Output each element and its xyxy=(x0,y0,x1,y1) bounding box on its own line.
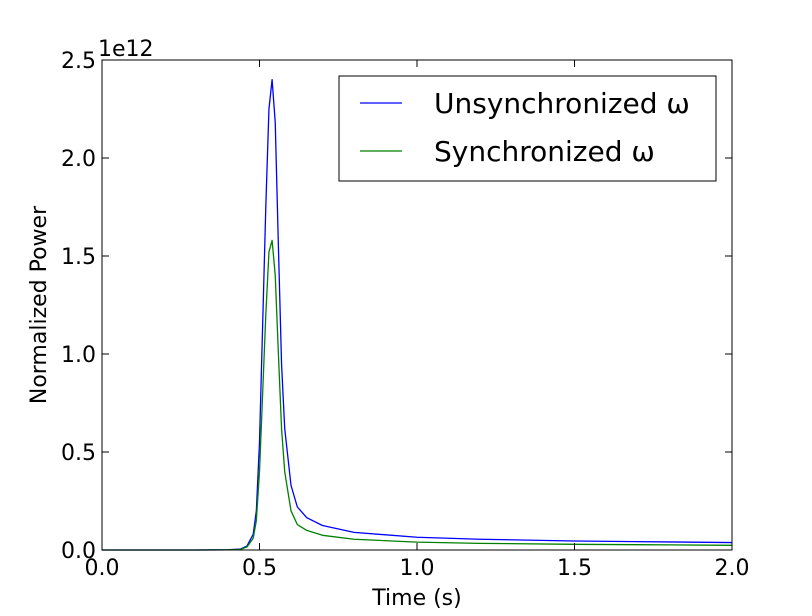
y-tick-label: 2.5 xyxy=(61,49,96,74)
y-tick-label: 0.0 xyxy=(61,539,96,564)
x-tick-label: 1.0 xyxy=(400,556,435,581)
x-tick-label: 2.0 xyxy=(715,556,750,581)
x-tick-label: 0.5 xyxy=(242,556,277,581)
y-tick-label: 1.5 xyxy=(61,245,96,270)
y-axis-label: Normalized Power xyxy=(27,205,52,404)
series-layer xyxy=(102,78,733,551)
y-tick-label: 1.0 xyxy=(61,343,96,368)
series-line-1 xyxy=(102,239,733,551)
plot-frame xyxy=(101,59,733,551)
legend-frame xyxy=(338,75,717,182)
y-axis-offset-label: 1e12 xyxy=(98,37,154,62)
series-line-0 xyxy=(102,78,733,551)
x-axis-label: Time (s) xyxy=(371,586,461,611)
y-tick-label: 2.0 xyxy=(61,147,96,172)
legend: Unsynchronized ω Synchronized ω xyxy=(338,75,717,182)
y-tick-label: 0.5 xyxy=(61,441,96,466)
legend-label-0: Unsynchronized ω xyxy=(434,87,690,120)
tick-layer: 0.0 0.5 1.0 1.5 2.0 0.0 0.5 1.0 1.5 2.0 2.5 xyxy=(61,49,750,581)
legend-label-1: Synchronized ω xyxy=(434,135,655,168)
x-tick-label: 0.0 xyxy=(85,556,120,581)
x-tick-label: 1.5 xyxy=(557,556,592,581)
